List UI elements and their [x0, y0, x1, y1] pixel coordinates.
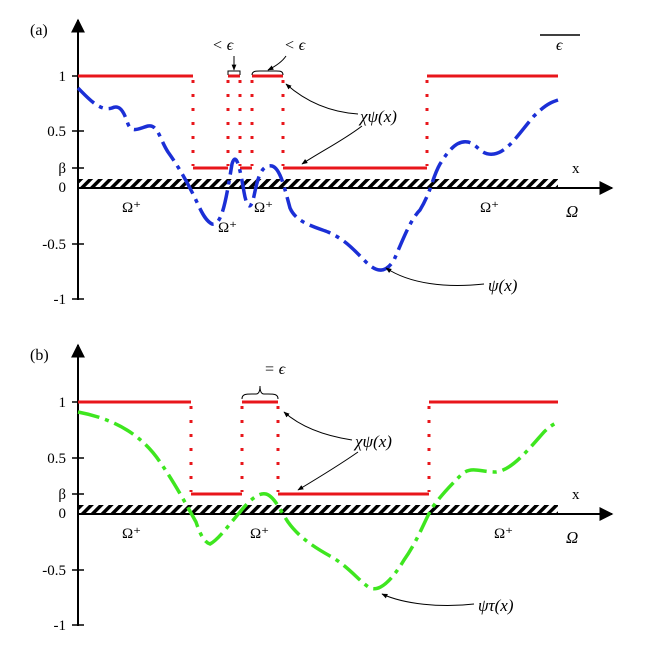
panel-b-region-labels: Ω⁺ Ω⁺ Ω⁺ — [122, 526, 513, 542]
gap-label: < ϵ — [212, 37, 234, 54]
panel-a-psi-label: ψ(x) — [488, 276, 518, 295]
panel-a-psi-curve — [76, 86, 559, 272]
region-label: Ω⁺ — [250, 526, 269, 542]
scale-label: ϵ — [556, 37, 563, 54]
panel-a-gap-annotations: < ϵ < ϵ ϵ — [212, 34, 580, 76]
region-label: Ω⁺ — [122, 526, 141, 542]
panel-b-chi-label: χψ(x) — [353, 432, 392, 451]
panel-b-psi-label: ψτ(x) — [478, 596, 514, 615]
panel-a-chi-label: χψ(x) — [358, 107, 397, 126]
chi-pointer — [297, 451, 359, 491]
panel-a-x-label: x — [572, 161, 580, 177]
y-tick-label: β — [58, 487, 66, 503]
region-label: Ω⁺ — [122, 200, 141, 216]
y-tick-label: -1 — [54, 292, 67, 308]
gap-pointer — [267, 55, 287, 71]
y-tick-label: 0.5 — [47, 124, 66, 140]
region-label: Ω⁺ — [254, 200, 273, 216]
chi-pointer — [283, 411, 353, 441]
y-tick-label: 0 — [59, 180, 67, 196]
panel-a-domain-label: Ω — [566, 202, 578, 221]
y-tick-label: 0 — [59, 506, 67, 522]
panel-b-psi-curve — [77, 410, 559, 591]
panel-a-region-labels: Ω⁺ Ω⁺ Ω⁺ Ω⁺ — [122, 200, 499, 236]
gap-bracket — [241, 385, 279, 400]
y-tick-label: 0.5 — [47, 451, 66, 467]
panel-a-label: (a) — [30, 22, 48, 39]
panel-a: (a) 1 0.5 β 0 -0.5 -1 — [30, 18, 614, 308]
gap-bracket — [227, 70, 241, 75]
panel-b-gap-annotations: = ϵ — [241, 361, 286, 400]
region-label: Ω⁺ — [480, 200, 499, 216]
chi-pointer — [285, 83, 359, 115]
gap-label: < ϵ — [284, 37, 306, 54]
y-tick-label: 1 — [59, 395, 67, 411]
y-tick-label: 1 — [59, 69, 67, 85]
psi-pointer — [385, 267, 485, 286]
y-tick-label: -1 — [54, 618, 67, 634]
y-tick-label: -0.5 — [42, 237, 66, 253]
chi-pointer — [301, 125, 363, 165]
y-tick-label: -0.5 — [42, 563, 66, 579]
panel-b-zero-band — [78, 505, 558, 514]
panel-b-label: (b) — [30, 347, 49, 364]
y-tick-label: β — [58, 161, 66, 177]
psi-pointer — [381, 593, 475, 606]
gap-label: = ϵ — [264, 361, 286, 378]
panel-a-zero-band — [78, 179, 558, 188]
panel-a-y-ticks: 1 0.5 β 0 -0.5 -1 — [42, 69, 84, 308]
region-label: Ω⁺ — [218, 220, 237, 236]
gap-bracket — [251, 70, 284, 76]
panel-b-y-ticks: 1 0.5 β 0 -0.5 -1 — [42, 395, 84, 634]
panel-b-domain-label: Ω — [566, 528, 578, 547]
panel-b-indicator — [78, 400, 558, 496]
region-label: Ω⁺ — [494, 526, 513, 542]
panel-b: (b) 1 0.5 β 0 -0.5 -1 — [30, 343, 614, 634]
panel-a-indicator — [78, 74, 558, 170]
panel-b-x-label: x — [572, 487, 580, 503]
